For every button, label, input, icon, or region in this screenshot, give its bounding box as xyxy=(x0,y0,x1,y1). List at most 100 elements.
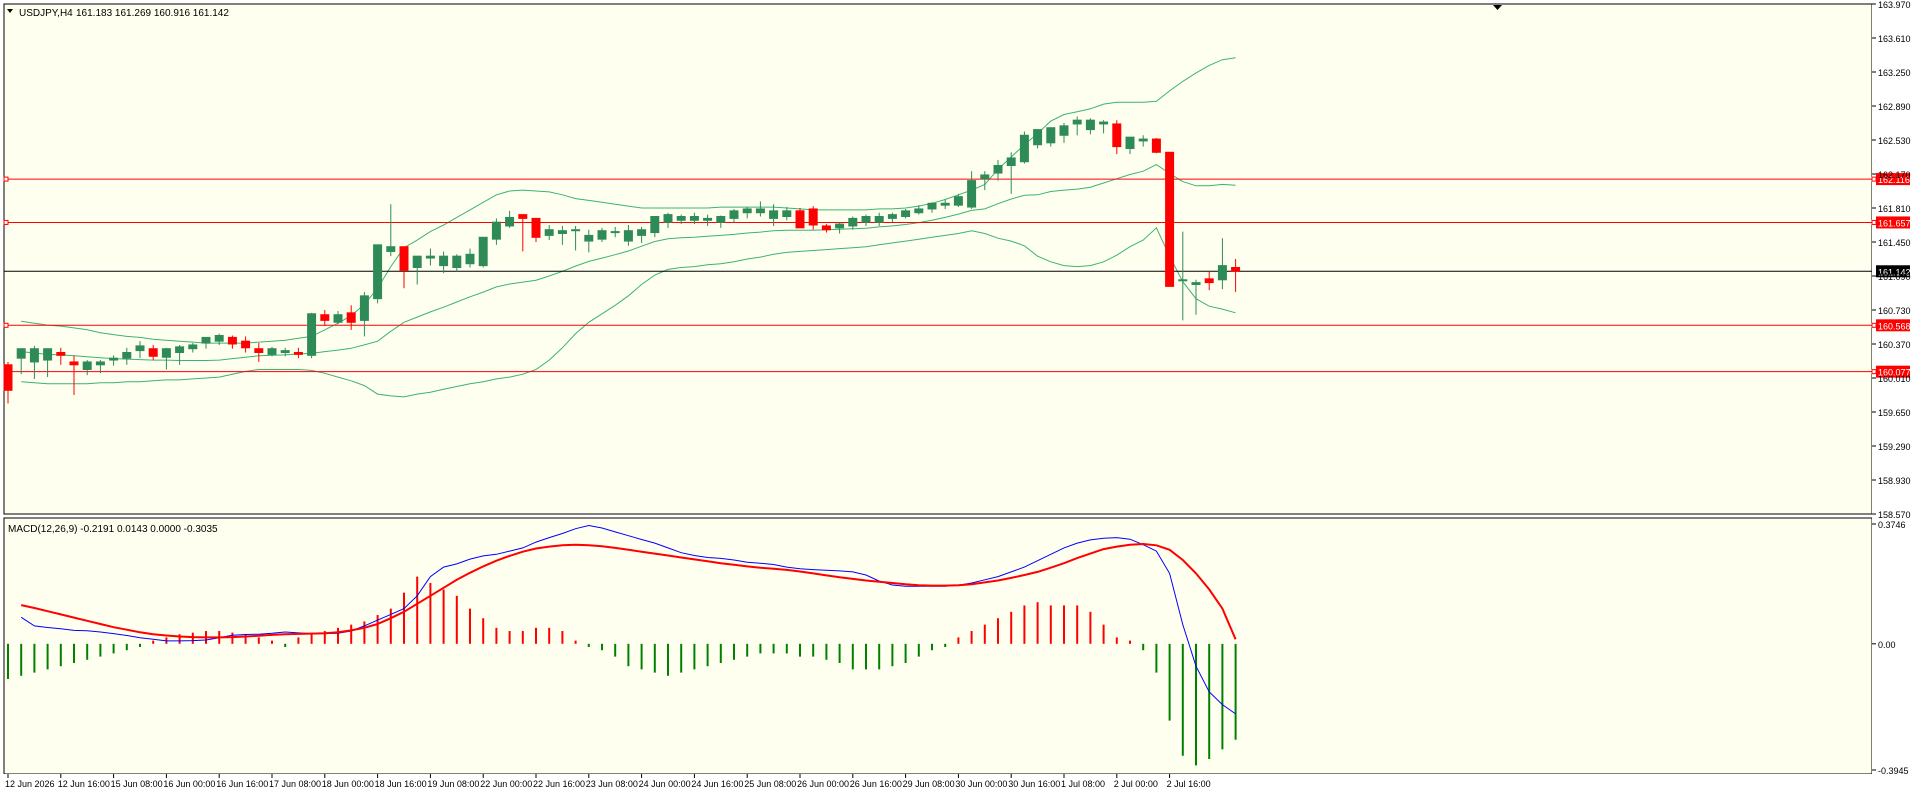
main-panel-background xyxy=(3,3,1873,515)
time-tick-label: 16 Jun 16:00 xyxy=(216,779,268,789)
candle-body xyxy=(43,348,53,361)
candle-body xyxy=(254,348,264,354)
candle-body xyxy=(148,348,158,357)
time-tick-label: 2 Jul 00:00 xyxy=(1114,779,1158,789)
candle-body xyxy=(1006,157,1016,166)
candle-body xyxy=(887,214,897,219)
candle-body xyxy=(452,255,462,268)
time-tick-label: 26 Jun 00:00 xyxy=(797,779,849,789)
candle-body xyxy=(1191,282,1201,286)
time-tick-label: 1 Jul 08:00 xyxy=(1061,779,1105,789)
hline-handle xyxy=(1871,219,1877,225)
time-tick-label: 15 Jun 08:00 xyxy=(111,779,163,789)
candle-body xyxy=(346,312,356,323)
candle-body xyxy=(914,208,924,214)
time-tick-label: 18 Jun 00:00 xyxy=(322,779,374,789)
candle-body xyxy=(1178,279,1188,282)
time-tick-label: 22 Jun 00:00 xyxy=(480,779,532,789)
candle-body xyxy=(637,229,647,236)
time-tick-label: 24 Jun 00:00 xyxy=(639,779,691,789)
macd-indicator: 0.3746 0.00 -0.3945 xyxy=(7,520,1909,776)
macd-label: MACD(12,26,9) -0.2191 0.0143 0.0000 -0.3… xyxy=(8,524,218,535)
collapse-arrow-icon[interactable] xyxy=(7,9,13,13)
candle-body xyxy=(874,216,884,223)
price-axis: 163.970 163.610 163.250 162.890 162.530 162.1… xyxy=(1872,0,1911,520)
price-tick-label: 161.810 xyxy=(1878,204,1911,214)
shift-marker-icon[interactable] xyxy=(1493,5,1502,10)
candle-body xyxy=(544,229,554,236)
candle-body xyxy=(742,208,752,214)
hline-handle xyxy=(3,176,9,182)
time-tick-label: 19 Jun 08:00 xyxy=(427,779,479,789)
candle-body xyxy=(703,217,713,221)
time-tick-label: 12 Jun 2026 xyxy=(5,779,55,789)
candle-body xyxy=(557,230,567,235)
candle-body xyxy=(795,210,805,229)
time-tick-label: 17 Jun 08:00 xyxy=(269,779,321,789)
candle-body xyxy=(227,336,237,345)
candle-body xyxy=(1112,123,1122,148)
hline-handle xyxy=(3,322,9,328)
time-tick-label: 2 Jul 16:00 xyxy=(1167,779,1211,789)
candle-body xyxy=(161,348,171,358)
candle-body xyxy=(755,208,765,214)
candle-body xyxy=(82,361,92,371)
candle-body xyxy=(769,210,779,219)
candle-body xyxy=(531,217,541,238)
candle-body xyxy=(1059,125,1069,136)
candle-body xyxy=(901,210,911,217)
price-tick-label: 161.450 xyxy=(1878,238,1911,248)
hline-handle xyxy=(1871,369,1877,375)
candle-body xyxy=(980,174,990,180)
candle-body xyxy=(518,214,528,219)
candle-body xyxy=(1204,278,1214,284)
candle-body xyxy=(663,214,673,223)
macd-tick-label: 0.3746 xyxy=(1878,520,1906,530)
candle-body xyxy=(439,255,449,267)
macd-panel-background xyxy=(3,517,1873,775)
current-price-tag xyxy=(1876,265,1910,278)
candle-body xyxy=(1165,151,1175,287)
candle-body xyxy=(1231,267,1241,272)
hline-price-label: 160.568 xyxy=(1878,321,1911,331)
price-tick-label: 162.170 xyxy=(1878,170,1911,180)
time-axis: 12 Jun 2026 12 Jun 16:00 15 Jun 08:00 16 Ju… xyxy=(5,774,1211,789)
hline-price-tag xyxy=(1876,365,1910,378)
candle-body xyxy=(610,231,620,234)
bollinger-middle-band xyxy=(21,164,1236,361)
candle-body xyxy=(29,348,39,363)
candle-body xyxy=(676,216,686,221)
macd-tick-label: -0.3945 xyxy=(1878,766,1909,776)
candle-body xyxy=(505,216,515,227)
candle-body xyxy=(95,361,105,366)
candle-body xyxy=(808,208,818,226)
price-tick-label: 160.370 xyxy=(1878,340,1911,350)
candle-body xyxy=(267,348,277,355)
time-tick-label: 26 Jun 16:00 xyxy=(850,779,902,789)
time-tick-label: 23 Jun 08:00 xyxy=(586,779,638,789)
price-tick-label: 160.010 xyxy=(1878,374,1911,384)
macd-signal-line xyxy=(20,542,1237,640)
hline-price-tag xyxy=(1876,216,1910,229)
candle-body xyxy=(109,357,119,361)
hline-price-tag xyxy=(1876,319,1910,332)
hline-price-tag xyxy=(1876,173,1910,186)
price-tick-label: 163.970 xyxy=(1878,0,1911,10)
candle-body xyxy=(425,255,435,259)
price-tick-label: 163.250 xyxy=(1878,68,1911,78)
candle-body xyxy=(1085,119,1095,131)
candle-body xyxy=(478,236,488,267)
horizontal-lines[interactable]: 162.116 161.657 160.568 160.077 161.142 xyxy=(3,173,1911,378)
candle-body xyxy=(1099,121,1109,125)
candle-body xyxy=(201,336,211,344)
time-tick-label: 12 Jun 16:00 xyxy=(58,779,110,789)
candle-body xyxy=(175,346,185,354)
candle-body xyxy=(993,165,1003,174)
hline-price-label: 162.116 xyxy=(1878,175,1910,185)
candle-body xyxy=(1217,265,1227,281)
candles xyxy=(3,116,1241,404)
candle-body xyxy=(386,246,396,252)
candle-body xyxy=(729,210,739,219)
candle-body xyxy=(571,229,581,232)
